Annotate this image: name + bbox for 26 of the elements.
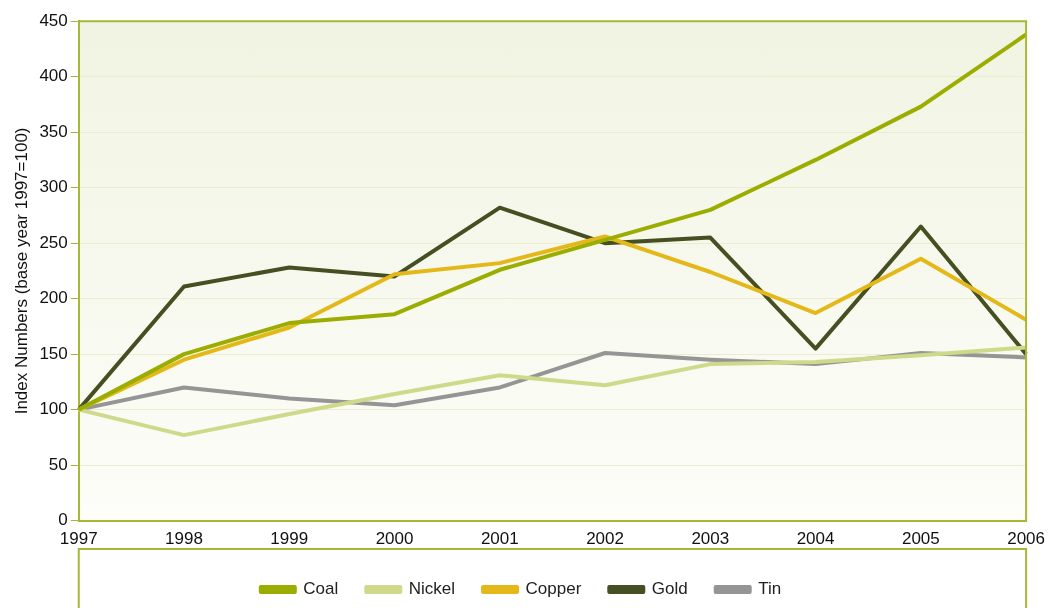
legend-label: Tin xyxy=(758,579,782,599)
y-tick-label: 150 xyxy=(39,343,68,363)
y-tick-label: 250 xyxy=(39,232,68,252)
x-tick-label: 2006 xyxy=(1007,529,1045,549)
y-tick-label: 50 xyxy=(48,454,68,474)
y-tick-label: 400 xyxy=(39,66,68,86)
y-tick-label: 100 xyxy=(39,399,68,419)
x-tick-label: 2001 xyxy=(480,529,519,549)
legend-label: Gold xyxy=(651,579,688,599)
legend-label: Coal xyxy=(303,579,339,599)
x-tick-label: 2005 xyxy=(901,529,940,549)
y-tick-label: 300 xyxy=(39,177,68,197)
x-tick-label: 2003 xyxy=(691,529,730,549)
y-tick-label: 450 xyxy=(39,10,68,30)
y-tick-label: 200 xyxy=(39,288,68,308)
legend-label: Nickel xyxy=(408,579,456,599)
legend-label: Copper xyxy=(525,579,582,599)
x-tick-label: 1998 xyxy=(165,529,203,549)
y-tick-label: 0 xyxy=(58,510,68,530)
y-axis-title: Index Numbers (base year 1997=100) xyxy=(11,127,31,415)
x-tick-label: 2000 xyxy=(375,529,414,549)
x-tick-label: 2002 xyxy=(586,529,624,549)
y-tick-label: 350 xyxy=(39,121,68,141)
x-tick-label: 1999 xyxy=(270,529,309,549)
x-tick-label: 2004 xyxy=(796,529,835,549)
x-tick-label: 1997 xyxy=(59,529,98,549)
